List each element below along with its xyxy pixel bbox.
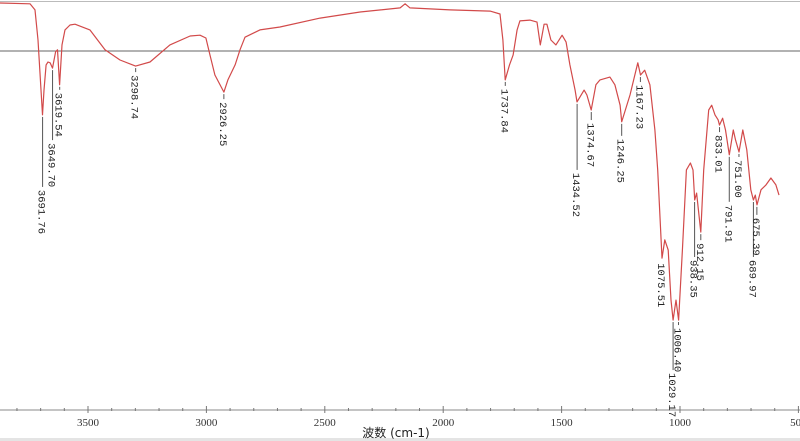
- peak-annotation: 1246.25: [614, 123, 626, 183]
- peak-label: 1434.52: [569, 173, 581, 217]
- peak-label: 1246.25: [614, 139, 626, 183]
- peak-label: 938.35: [687, 260, 699, 298]
- peak-annotation: 1434.52: [569, 103, 581, 217]
- peak-annotation: 912.15: [693, 234, 705, 281]
- x-tick-label: 3000: [195, 417, 218, 429]
- x-tick-label: 3500: [77, 417, 100, 429]
- x-tick-label: 1000: [669, 417, 692, 429]
- peak-label: 751.00: [731, 160, 743, 198]
- peak-label: 1167.23: [632, 85, 644, 129]
- peak-annotation: 689.97: [745, 201, 757, 298]
- peak-annotation: 751.00: [731, 153, 743, 198]
- peak-label: 689.97: [745, 260, 757, 298]
- peak-annotation: 1006.40: [670, 322, 682, 372]
- peak-label: 3691.76: [35, 190, 47, 234]
- peak-label: 1737.84: [497, 89, 509, 133]
- peak-label: 3619.54: [52, 93, 64, 137]
- peak-label: 1075.51: [654, 263, 666, 307]
- peak-label: 912.15: [693, 243, 705, 281]
- peak-label: 2926.25: [216, 102, 228, 146]
- peak-annotation: 3619.54: [52, 86, 64, 137]
- x-tick-label: 2000: [432, 417, 455, 429]
- peak-annotation: 3298.74: [128, 68, 140, 119]
- bottom-strip: [0, 438, 800, 441]
- peak-label: 791.91: [721, 205, 733, 243]
- peak-annotation: 1374.67: [583, 112, 595, 167]
- peak-label: 1006.40: [670, 328, 682, 372]
- peak-label: 833.01: [712, 135, 724, 173]
- peak-label: 1029.17: [665, 373, 677, 417]
- peak-annotation: 833.01: [712, 127, 724, 173]
- peak-label: 675.39: [749, 218, 761, 256]
- peak-annotation: 1167.23: [632, 77, 644, 129]
- x-tick-label: 1500: [551, 417, 574, 429]
- peak-label: 3298.74: [128, 75, 140, 119]
- peak-annotation: 1737.84: [497, 81, 509, 133]
- spectrum-line: [0, 2, 780, 321]
- peak-annotation: 1075.51: [654, 263, 666, 307]
- x-tick-label: 500: [790, 417, 800, 429]
- x-tick-label: 2500: [314, 417, 337, 429]
- peak-annotation: 675.39: [749, 206, 761, 256]
- peak-annotation: 3649.70: [45, 70, 57, 187]
- peak-label: 1374.67: [583, 123, 595, 167]
- peak-annotation: 791.91: [721, 156, 733, 243]
- x-axis-label: 波数 (cm-1): [362, 425, 429, 440]
- peak-annotation: 2926.25: [216, 94, 228, 146]
- peak-annotation: 1029.17: [665, 322, 677, 417]
- peak-label: 3649.70: [45, 143, 57, 187]
- peak-annotation: 3691.76: [35, 116, 47, 234]
- peak-annotation: 938.35: [687, 201, 699, 298]
